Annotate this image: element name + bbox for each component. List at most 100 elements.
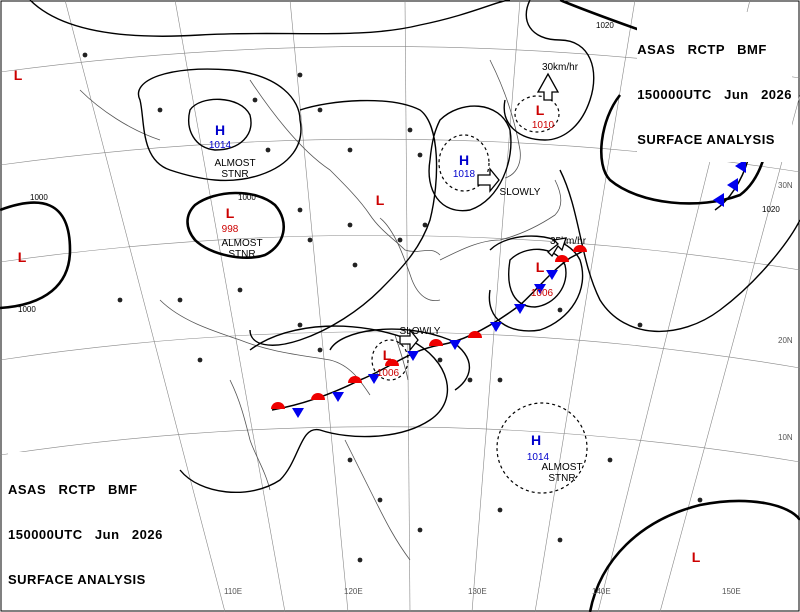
station-dot <box>297 322 303 328</box>
low-symbol: L <box>692 549 701 565</box>
cold-front-triangle <box>713 193 724 207</box>
station-dot <box>607 457 613 463</box>
station-dot <box>317 347 323 353</box>
lon-label: 120E <box>344 587 363 596</box>
isobar-998-low <box>186 191 285 259</box>
coast-japan-honshu <box>439 179 562 261</box>
motion-label: 35km/hr <box>550 236 587 247</box>
station-plots <box>82 52 703 563</box>
coast-inland-north <box>79 89 161 141</box>
low-pressure-system: L 1006 SLOWLY <box>377 326 441 379</box>
lon-line-170e <box>659 94 800 612</box>
motion-label: STNR <box>548 473 575 484</box>
station-dot <box>417 152 423 158</box>
station-dot <box>347 457 353 463</box>
lat-label: 20N <box>778 336 793 345</box>
low-symbol: L <box>226 205 235 221</box>
header-line-2: 150000UTC Jun 2026 <box>637 87 792 102</box>
lon-line-100e <box>64 0 226 612</box>
station-dot <box>252 97 258 103</box>
coastlines <box>79 59 562 561</box>
cold-front-triangle <box>735 159 746 173</box>
motion-label: STNR <box>221 169 248 180</box>
lon-label: 110E <box>224 587 242 596</box>
pressure-value: 1010 <box>532 120 555 131</box>
cold-front-triangle <box>368 374 380 384</box>
station-dot <box>307 237 313 243</box>
isobar-pacific <box>559 169 800 333</box>
low-pressure-system: L 1006 35km/hr <box>531 236 587 299</box>
cold-front-triangle <box>292 408 304 418</box>
isobar-inner-south <box>329 328 471 391</box>
station-dot <box>197 357 203 363</box>
header-line-3: SURFACE ANALYSIS <box>637 132 775 147</box>
station-dot <box>422 222 428 228</box>
station-dot <box>407 127 413 133</box>
isobar-1012 <box>137 68 302 182</box>
isobar-label: 1000 <box>30 193 48 202</box>
coast-philippines <box>344 439 411 561</box>
station-dot <box>467 377 473 383</box>
arrow-japan-motion <box>547 237 567 258</box>
cold-front-triangle <box>534 284 546 294</box>
lat-label: 30N <box>778 181 793 190</box>
arrow-south-motion <box>399 328 419 352</box>
isobar-1006-japan-inner <box>508 248 567 308</box>
station-dot <box>82 52 88 58</box>
header-line-1: ASAS RCTP BMF <box>637 42 767 57</box>
low-symbol: L <box>536 259 545 275</box>
warm-front-semicircle <box>468 331 482 338</box>
lon-line-120e <box>289 0 349 612</box>
lon-line-140e <box>471 0 521 612</box>
lat-line-20n <box>0 331 800 369</box>
station-dot <box>177 297 183 303</box>
station-dot <box>317 107 323 113</box>
arrow-1018-motion <box>477 167 500 193</box>
isobar-label: 1000 <box>18 305 36 314</box>
low-pressure-system: L <box>18 249 27 265</box>
motion-label: ALMOST <box>221 238 262 249</box>
header-top: ASAS RCTP BMF 150000UTC Jun 2026 SURFACE… <box>637 12 792 162</box>
station-dot <box>117 297 123 303</box>
station-dot <box>397 237 403 243</box>
dashed-isobars <box>371 95 588 494</box>
isobar-label: 1020 <box>596 21 614 30</box>
warm-front-semicircle <box>555 255 569 262</box>
motion-label: ALMOST <box>541 462 582 473</box>
arrow-1010-motion <box>536 72 560 101</box>
motion-label: ALMOST <box>214 158 255 169</box>
coast-korea <box>379 217 441 301</box>
isobar-1010-southeast <box>588 499 800 612</box>
warm-front-semicircle <box>348 376 362 383</box>
warm-front-semicircle <box>271 402 285 409</box>
header-line-1: ASAS RCTP BMF <box>8 482 138 497</box>
station-dot <box>557 537 563 543</box>
pressure-value: 1006 <box>531 288 554 299</box>
high-symbol: H <box>531 432 541 448</box>
header-line-2: 150000UTC Jun 2026 <box>8 527 163 542</box>
dashed-ring-1018 <box>438 134 490 192</box>
low-pressure-system: L <box>14 67 23 83</box>
lat-label: 10N <box>778 433 793 442</box>
warm-front-semicircle <box>385 359 399 366</box>
low-symbol: L <box>14 67 23 83</box>
isobar-central <box>249 99 438 346</box>
station-dot <box>237 287 243 293</box>
station-dot <box>377 497 383 503</box>
station-dot <box>157 107 163 113</box>
low-pressure-system: L <box>376 192 385 208</box>
coast-indochina <box>229 379 271 491</box>
station-dot <box>347 147 353 153</box>
low-symbol: L <box>18 249 27 265</box>
isobar-1006-japan-outer <box>488 235 584 332</box>
cold-front-triangle <box>514 304 526 314</box>
station-dot <box>297 207 303 213</box>
station-dot <box>265 147 271 153</box>
isobar-label: 1000 <box>238 193 256 202</box>
lon-line-110e <box>174 0 286 612</box>
pressure-value: 1014 <box>209 140 232 151</box>
station-dot <box>437 357 443 363</box>
